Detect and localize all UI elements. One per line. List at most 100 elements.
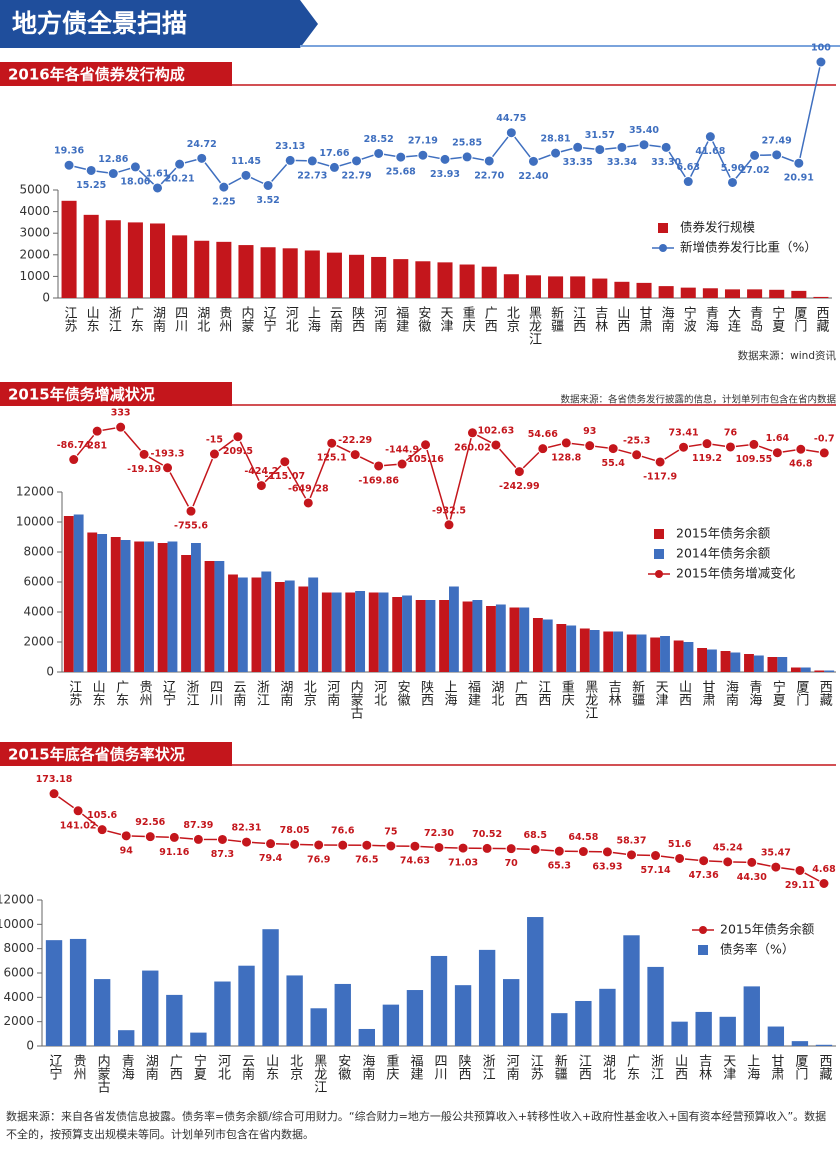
line-marker — [208, 448, 220, 460]
legend-swatch — [654, 549, 664, 559]
line-marker — [265, 838, 277, 850]
data-label: 71.03 — [448, 858, 478, 869]
bar — [149, 223, 166, 298]
line-marker — [748, 438, 760, 450]
x-tick-label: 浙江 — [184, 680, 200, 706]
data-label: 105.6 — [87, 810, 117, 821]
data-label: 46.8 — [789, 459, 813, 470]
legend-label: 债务率（%） — [720, 942, 794, 957]
x-tick-label: 山西 — [672, 1054, 688, 1080]
x-tick-label: 贵州 — [71, 1054, 87, 1080]
data-label: 91.16 — [159, 847, 189, 858]
x-tick-label: 黑龙江 — [582, 680, 598, 719]
data-label: 70.52 — [472, 829, 502, 840]
line-marker — [144, 831, 156, 843]
bar — [358, 1028, 375, 1046]
legend-label: 2015年债务增减变化 — [676, 566, 796, 581]
line-marker — [232, 431, 244, 443]
x-tick-label: 宁夏 — [191, 1053, 207, 1080]
data-label: 27.19 — [408, 136, 438, 147]
bar — [157, 543, 168, 672]
bar — [719, 1016, 736, 1046]
y-tick-label: 1000 — [19, 269, 50, 283]
bar — [647, 966, 664, 1046]
line-marker — [638, 139, 650, 151]
data-label: -86.74 — [57, 440, 91, 451]
data-label: 93 — [583, 426, 596, 437]
bar — [592, 278, 608, 298]
line-marker — [138, 448, 150, 460]
x-tick-label: 云南 — [327, 306, 343, 332]
data-label: 20.21 — [165, 174, 195, 185]
line-marker — [704, 131, 716, 143]
x-tick-label: 天津 — [720, 1054, 736, 1080]
line-marker — [537, 443, 549, 455]
bar — [753, 655, 764, 672]
y-tick-label: 4000 — [19, 204, 50, 218]
x-tick-label: 山西 — [614, 306, 630, 332]
y-tick-label: 5000 — [19, 183, 50, 197]
x-tick-label: 新疆 — [629, 679, 645, 706]
bar — [478, 949, 496, 1046]
bar — [527, 917, 544, 1046]
bar — [216, 241, 232, 298]
bar — [118, 1030, 135, 1046]
line-marker — [771, 149, 783, 161]
bar — [743, 986, 760, 1046]
bar — [599, 988, 616, 1046]
bar — [321, 592, 332, 672]
x-tick-label: 重庆 — [559, 679, 575, 706]
x-tick-label: 浙江 — [480, 1054, 496, 1080]
y-tick-label: 6000 — [3, 966, 34, 980]
bar — [251, 577, 262, 672]
x-tick-label: 新疆 — [552, 1053, 568, 1080]
bar — [214, 981, 231, 1046]
page-title: 地方债全景扫描 — [12, 9, 187, 38]
data-label: -0.7 — [814, 433, 835, 444]
line-marker — [420, 439, 432, 451]
bar — [680, 287, 696, 298]
bar — [331, 592, 342, 672]
x-tick-label: 贵州 — [216, 306, 232, 332]
bar — [260, 247, 276, 298]
x-tick-label: 辽宁 — [261, 306, 277, 332]
bar — [437, 262, 453, 298]
line-marker — [466, 427, 478, 439]
data-label: 102.63 — [478, 425, 515, 436]
data-label: -25.3 — [623, 435, 650, 446]
bar — [509, 607, 520, 672]
line-marker — [396, 458, 408, 470]
legend-label: 2014年债务余额 — [676, 546, 771, 561]
data-label: 23.13 — [275, 141, 305, 152]
line-marker — [698, 855, 710, 867]
line-marker — [373, 460, 385, 472]
line-marker — [439, 153, 451, 165]
line-marker — [631, 449, 643, 461]
line-marker — [601, 846, 613, 858]
bar — [204, 561, 215, 672]
x-tick-label: 西藏 — [816, 1054, 832, 1080]
x-tick-label: 江西 — [535, 680, 551, 706]
bar — [815, 1044, 833, 1046]
line-marker — [607, 443, 619, 455]
legend-marker — [659, 244, 667, 252]
x-tick-label: 北京 — [504, 306, 520, 332]
data-label: 1.61 — [146, 168, 169, 179]
data-label: 76.9 — [307, 854, 330, 865]
bar — [191, 543, 201, 672]
line-marker — [328, 161, 340, 173]
bar — [724, 289, 741, 298]
line-marker — [457, 842, 469, 854]
bar — [73, 514, 84, 672]
line-marker — [594, 144, 606, 156]
x-tick-label: 四川 — [172, 306, 188, 332]
data-label: 2.25 — [212, 197, 235, 208]
line-marker — [513, 466, 525, 478]
x-tick-label: 安徽 — [395, 680, 411, 706]
bar — [449, 586, 459, 672]
x-tick-label: 广西 — [512, 680, 528, 706]
bar — [486, 606, 496, 672]
data-label: 44.75 — [496, 113, 526, 124]
bar — [425, 600, 436, 672]
section-title: 2016年各省债券发行构成 — [8, 66, 185, 84]
